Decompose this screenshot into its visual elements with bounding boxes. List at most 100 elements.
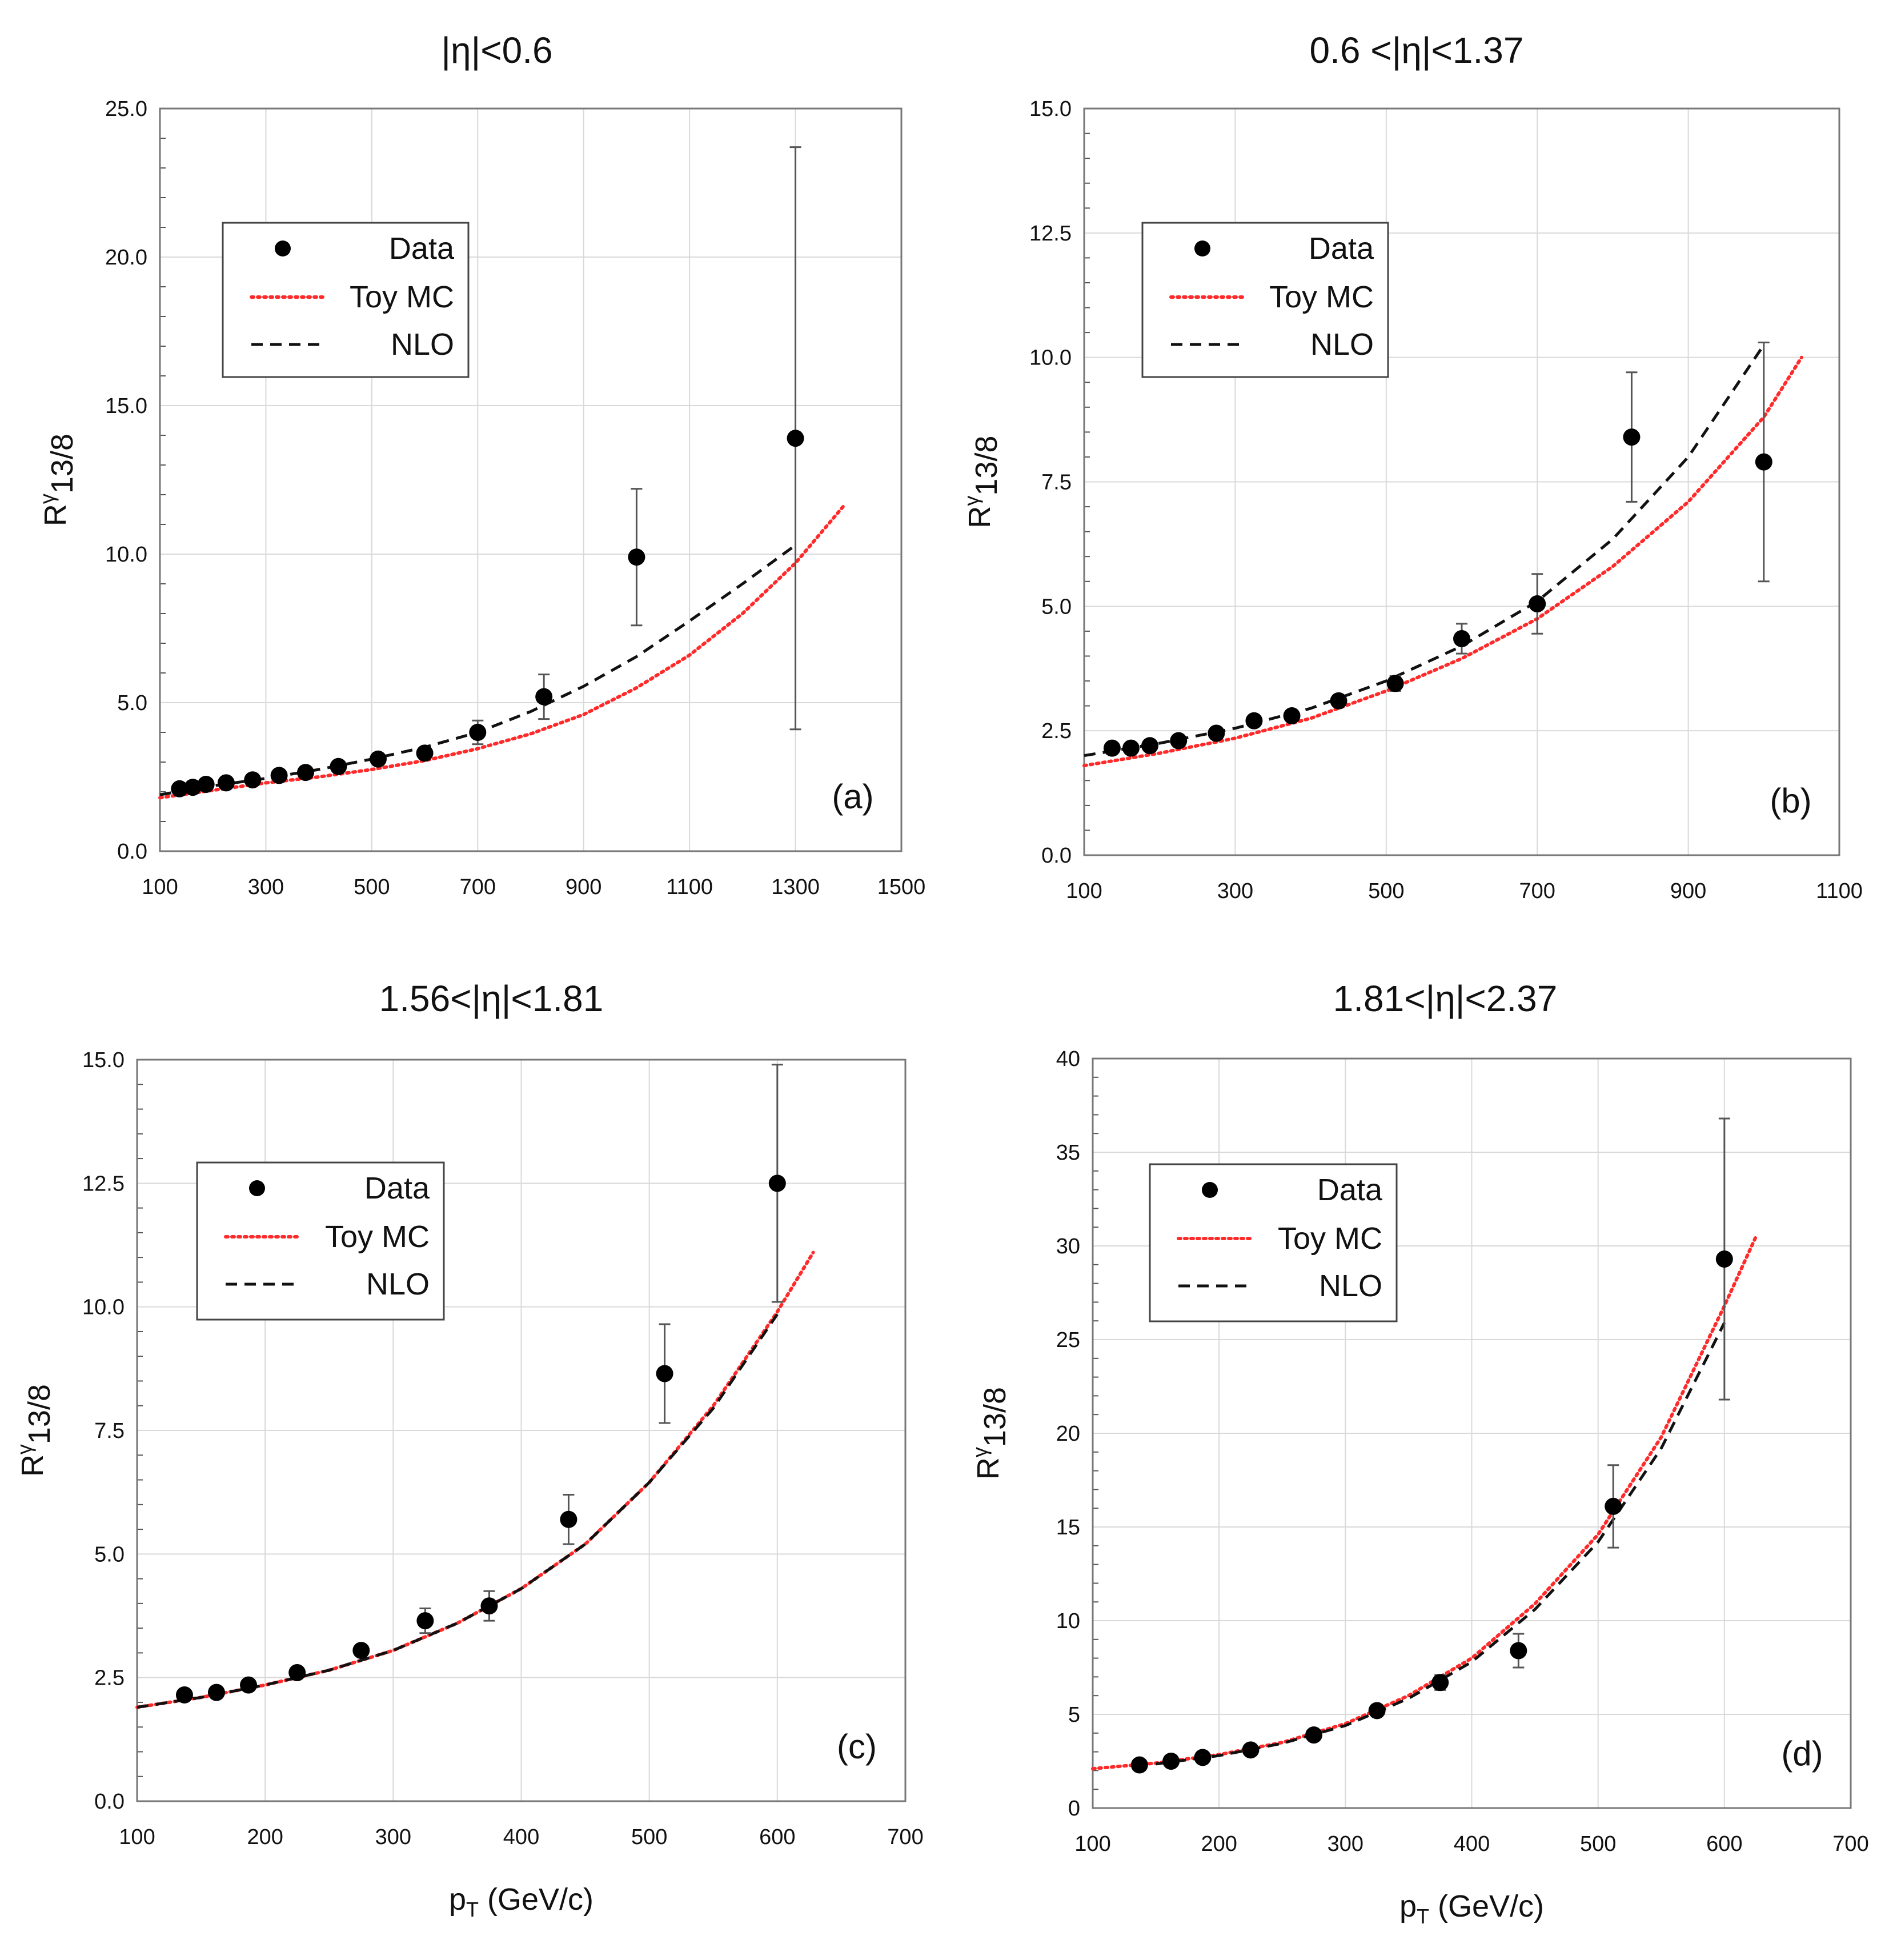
toy-mc-curve — [1082, 355, 1803, 768]
legend-entry-label: Data — [389, 231, 455, 266]
data-point — [1715, 1250, 1733, 1268]
y-tick-label: 5.0 — [117, 691, 147, 715]
data-point — [1330, 692, 1347, 710]
y-tick-label: 2.5 — [1041, 719, 1072, 743]
data-point — [1386, 675, 1404, 692]
y-tick-label: 15.0 — [1029, 97, 1072, 121]
plot-frame — [136, 1059, 907, 1802]
data-point — [1305, 1726, 1323, 1744]
data-point — [1141, 737, 1159, 755]
data-point — [1755, 453, 1772, 471]
legend-entry-label: NLO — [1319, 1269, 1382, 1303]
data-point — [240, 1676, 258, 1694]
legend-data-marker — [275, 241, 291, 256]
x-tick-label: 900 — [1670, 879, 1706, 903]
legend-entry-label: Data — [1309, 231, 1374, 266]
x-tick-label: 100 — [142, 875, 178, 899]
y-tick-label: 20 — [1056, 1422, 1080, 1446]
data-point — [469, 724, 487, 741]
data-point — [1242, 1741, 1260, 1759]
chart-panel-d: 100 200 300 400 500 600 700 0 5 10 15 20 25 30 35 40 Dat… — [968, 978, 1869, 1928]
legend-entry-label: NLO — [391, 327, 454, 362]
panel-label: (a) — [832, 777, 873, 816]
y-tick-label: 15.0 — [105, 394, 147, 418]
y-tick-label: 5.0 — [1041, 595, 1072, 619]
y-tick-label: 25.0 — [105, 97, 147, 121]
y-tick-label: 7.5 — [1041, 471, 1072, 495]
data-point — [416, 1612, 434, 1630]
data-point — [330, 757, 347, 775]
y-tick-label: 40 — [1056, 1047, 1080, 1071]
data-point — [1368, 1702, 1386, 1719]
chart-panel-b: 100 300 500 700 900 1100 0.0 2.5 5.0 7.5 10.0 12.5 1… — [960, 30, 1863, 903]
data-point — [217, 774, 235, 792]
x-tick-label: 700 — [887, 1825, 923, 1849]
data-point — [207, 1684, 225, 1701]
data-point — [244, 771, 262, 789]
x-axis-label: pT (GeV/c) — [449, 1882, 593, 1921]
x-tick-label: 200 — [247, 1825, 283, 1849]
x-tick-label: 100 — [1066, 879, 1102, 903]
data-point — [1122, 739, 1140, 757]
data-point — [184, 779, 202, 796]
x-tick-label: 400 — [503, 1825, 539, 1849]
x-tick-label: 600 — [1706, 1832, 1742, 1856]
data-point — [656, 1365, 673, 1382]
y-tick-label: 10.0 — [105, 543, 147, 567]
y-tick-label: 10.0 — [82, 1296, 125, 1320]
data-point — [768, 1175, 786, 1192]
legend-box — [1149, 1163, 1398, 1322]
data-point — [1245, 712, 1263, 730]
data-point — [535, 688, 553, 706]
chart-panel-a: 100 300 500 700 900 1100 1300 1500 0.0 5.0 10.0 15.… — [35, 30, 925, 899]
nlo-curve — [137, 1313, 779, 1709]
data-point — [416, 744, 434, 762]
legend-entry-label: Data — [364, 1171, 430, 1205]
y-tick-label: 0.0 — [94, 1790, 125, 1814]
data-point — [171, 780, 189, 797]
data-point — [1162, 1753, 1180, 1770]
y-tick-label: 12.5 — [82, 1172, 125, 1196]
x-tick-label: 1100 — [1816, 879, 1863, 903]
data-point — [296, 764, 314, 781]
x-tick-label: 400 — [1454, 1832, 1490, 1856]
data-point — [1103, 739, 1121, 757]
y-axis-label: Rγ13/8 — [960, 435, 1004, 528]
x-tick-label: 500 — [1580, 1832, 1616, 1856]
data-point — [1170, 732, 1188, 749]
x-tick-label: 600 — [759, 1825, 795, 1849]
y-tick-label: 30 — [1056, 1234, 1080, 1258]
data-point — [560, 1510, 577, 1528]
x-tick-label: 700 — [1519, 879, 1555, 903]
data-point — [1529, 595, 1546, 612]
x-tick-label: 700 — [1832, 1832, 1868, 1856]
x-tick-label: 100 — [119, 1825, 155, 1849]
x-tick-label: 300 — [375, 1825, 411, 1849]
y-tick-label: 35 — [1056, 1141, 1080, 1165]
legend-data-marker — [249, 1180, 265, 1196]
data-point — [1605, 1497, 1622, 1515]
x-axis-label: pT (GeV/c) — [1399, 1889, 1544, 1928]
x-tick-label: 300 — [1217, 879, 1253, 903]
x-tick-label: 700 — [460, 875, 496, 899]
data-point — [369, 750, 387, 768]
x-tick-label: 1500 — [877, 875, 926, 899]
data-point — [1194, 1749, 1212, 1766]
y-tick-label: 15 — [1056, 1516, 1080, 1540]
data-point — [1283, 707, 1301, 725]
legend-entry-label: Toy MC — [1278, 1221, 1382, 1256]
plot-area — [160, 109, 901, 851]
y-tick-label: 0.0 — [1041, 844, 1072, 868]
y-tick-label: 0 — [1068, 1797, 1080, 1821]
y-tick-label: 2.5 — [94, 1666, 125, 1690]
legend-entry-label: Data — [1317, 1173, 1383, 1207]
y-tick-label: 10 — [1056, 1609, 1080, 1633]
legend-box — [1141, 222, 1389, 378]
y-tick-label: 0.0 — [117, 840, 147, 864]
chart-title: |η|<0.6 — [441, 30, 552, 71]
x-tick-label: 300 — [1328, 1832, 1363, 1856]
x-tick-label: 900 — [566, 875, 601, 899]
plot-frame — [159, 107, 903, 852]
x-tick-label: 500 — [1368, 879, 1404, 903]
